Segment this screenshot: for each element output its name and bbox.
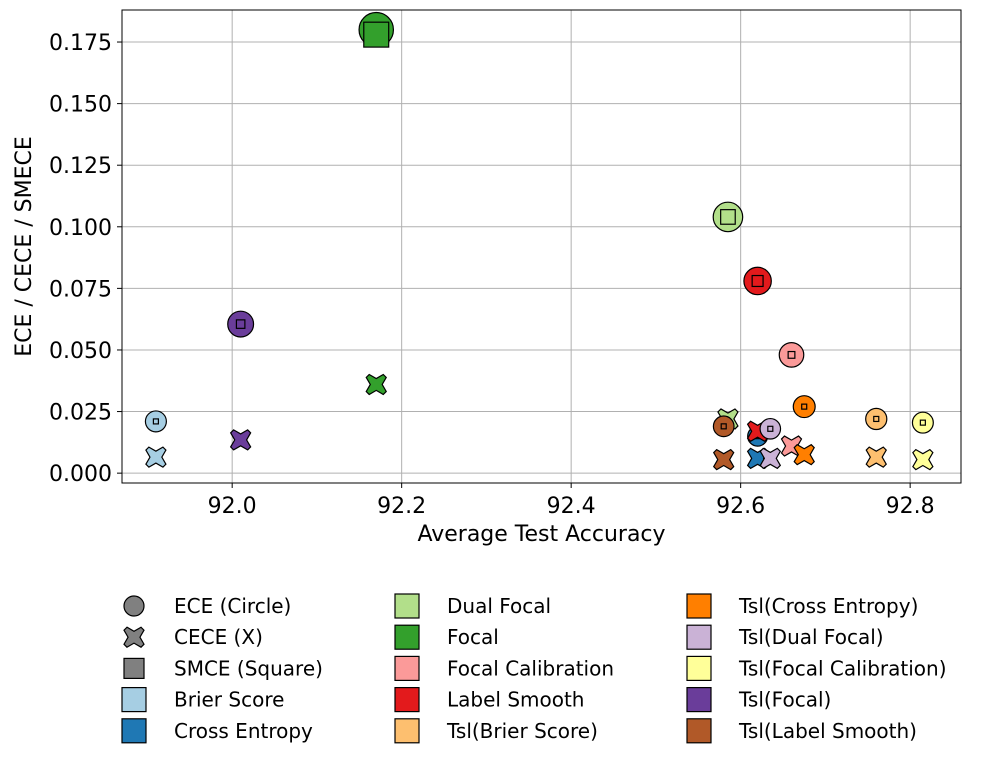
series-point-group (144, 410, 167, 468)
smce-square-marker (720, 209, 736, 225)
legend-color-patch (394, 593, 420, 619)
legend-entry: CECE (X) (123, 625, 263, 649)
legend-circle-icon (123, 595, 145, 617)
series-point-group (358, 11, 395, 396)
legend-square-icon (123, 657, 145, 680)
smce-square-marker (751, 274, 764, 288)
cece-x-marker (793, 443, 815, 466)
cece-x-marker (229, 429, 252, 451)
legend-color-patch (686, 593, 712, 619)
legend-color-patch (686, 655, 712, 682)
smce-square-marker (801, 403, 808, 410)
legend-label: Tsl(Cross Entropy) (738, 594, 918, 618)
legend-entry: Focal (394, 624, 499, 650)
data-points (144, 11, 934, 471)
legend-label: Focal Calibration (447, 656, 614, 680)
smce-square-marker (363, 21, 390, 48)
legend-entry: Tsl(Focal) (686, 686, 831, 713)
legend-color-patch (686, 718, 712, 744)
legend-label: Brier Score (174, 688, 284, 712)
legend-color-patch (121, 718, 147, 744)
grid (122, 10, 961, 483)
cece-x-marker (759, 447, 782, 470)
legend-entry: SMCE (Square) (123, 656, 323, 680)
series-point-group (759, 417, 782, 470)
legend-entry: Label Smooth (394, 686, 584, 713)
legend-entry: ECE (Circle) (123, 594, 291, 618)
x-tick-label: 92.2 (377, 494, 426, 519)
y-tick-label: 0.025 (49, 401, 112, 426)
legend-color-patch (686, 624, 712, 650)
legend-entry: Cross Entropy (121, 718, 313, 744)
legend-color-patch (686, 686, 712, 713)
smce-square-marker (873, 415, 880, 423)
series-point-group (792, 395, 816, 466)
x-tick-label: 92.4 (547, 494, 596, 519)
smce-square-marker (767, 425, 774, 432)
legend: ECE (Circle) CECE (X) SMCE (Square) Brier S… (121, 593, 947, 744)
smce-square-marker (720, 423, 727, 430)
y-tick-label: 0.000 (49, 462, 112, 487)
smce-square-marker (152, 418, 159, 425)
y-tick-label: 0.175 (49, 31, 112, 56)
legend-label: Tsl(Label Smooth) (738, 719, 917, 743)
legend-color-patch (394, 686, 420, 713)
legend-color-patch (394, 655, 420, 682)
series-point-group (227, 310, 255, 451)
legend-label: Cross Entropy (174, 719, 313, 743)
y-tick-label: 0.075 (49, 277, 112, 302)
legend-label: Dual Focal (447, 594, 551, 618)
smce-square-marker (235, 319, 246, 329)
series-point-group (712, 415, 735, 471)
legend-entry: Dual Focal (394, 593, 551, 619)
series-point-group (865, 407, 888, 468)
x-axis-label: Average Test Accuracy (417, 522, 665, 547)
legend-label: SMCE (Square) (174, 656, 323, 680)
smce-square-marker (919, 419, 926, 426)
y-tick-label: 0.150 (49, 93, 112, 118)
y-axis-label: ECE / CECE / SMECE (12, 136, 37, 357)
axes: 92.0 92.2 92.4 92.6 92.8 0.000 0.025 0.050 0.075… (49, 31, 935, 519)
legend-label: Tsl(Focal) (738, 688, 831, 712)
smce-square-marker (787, 350, 796, 359)
y-tick-label: 0.125 (49, 154, 112, 179)
x-tick-label: 92.6 (716, 494, 765, 519)
legend-label: Focal (447, 625, 499, 649)
y-tick-label: 0.100 (49, 216, 112, 241)
legend-entry: Focal Calibration (394, 655, 614, 682)
legend-label: CECE (X) (174, 625, 263, 649)
legend-color-patch (121, 686, 147, 713)
legend-entry: Tsl(Cross Entropy) (686, 593, 918, 619)
legend-x-icon (123, 626, 145, 648)
x-tick-label: 92.0 (208, 494, 257, 519)
cece-x-marker (912, 448, 934, 471)
legend-label: Tsl(Dual Focal) (738, 625, 884, 649)
legend-color-patch (394, 624, 420, 650)
legend-entry: Tsl(Dual Focal) (686, 624, 884, 650)
legend-entry: Tsl(Label Smooth) (686, 718, 917, 744)
cece-x-marker (865, 446, 887, 468)
y-tick-label: 0.050 (49, 339, 112, 364)
cece-x-marker (712, 448, 735, 471)
x-tick-label: 92.8 (886, 494, 935, 519)
legend-label: Tsl(Brier Score) (446, 719, 598, 743)
plot-frame (121, 9, 962, 484)
legend-label: Tsl(Focal Calibration) (738, 656, 947, 680)
legend-color-patch (394, 718, 420, 744)
series-point-group (911, 411, 934, 471)
cece-x-marker (145, 446, 167, 468)
legend-entry: Tsl(Brier Score) (394, 718, 598, 744)
legend-entry: Tsl(Focal Calibration) (686, 655, 947, 682)
legend-label: Label Smooth (447, 688, 584, 712)
cece-x-marker (365, 373, 387, 396)
legend-entry: Brier Score (121, 686, 284, 713)
legend-label: ECE (Circle) (174, 594, 291, 618)
